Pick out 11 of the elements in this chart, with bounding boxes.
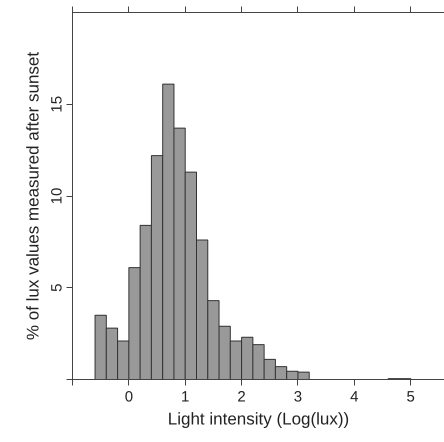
y-tick-label: 10 [48,188,66,204]
x-tick-label: 2 [237,388,246,406]
y-axis-title: % of lux values measured after sunset [24,52,42,340]
x-tick-label: 5 [406,388,415,406]
y-tick-label: 15 [48,96,66,113]
x-axis-title: Light intensity (Log(lux)) [168,410,350,428]
y-tick-label: 5 [48,284,66,292]
x-tick-label: 4 [350,388,358,406]
x-tick-label: 0 [124,388,134,406]
x-tick-label: 3 [294,388,302,406]
x-tick-label: 1 [181,388,190,406]
